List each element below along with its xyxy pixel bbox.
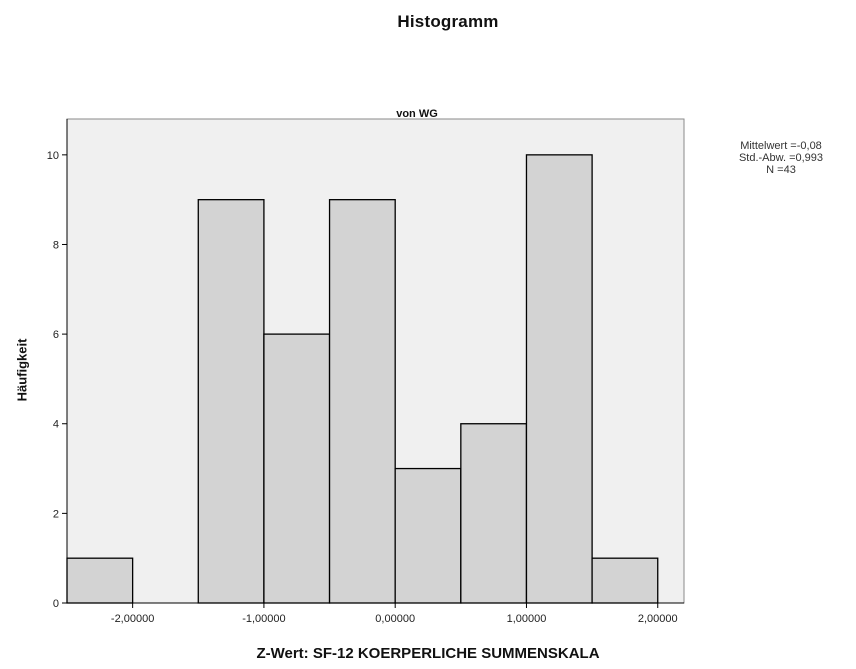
- x-tick-label: -2,00000: [111, 613, 154, 625]
- mean-stat: Mittelwert =-0,08: [740, 140, 822, 152]
- histogram-bar-3: [263, 333, 331, 604]
- y-tick-label: 10: [47, 150, 59, 162]
- y-tick-label: 0: [53, 598, 59, 610]
- x-tick-label: -1,00000: [242, 613, 285, 625]
- histogram-bar-6: [460, 423, 528, 604]
- x-tick-label: 0,00000: [375, 613, 415, 625]
- y-tick-label: 2: [53, 508, 59, 520]
- histogram-bar-2: [197, 199, 265, 604]
- x-tick-label: 1,00000: [507, 613, 547, 625]
- chart-subtitle: von WG: [396, 108, 438, 120]
- y-tick-label: 4: [53, 419, 59, 431]
- histogram-bar-4: [328, 199, 396, 604]
- y-axis-label: Häufigkeit: [14, 338, 30, 402]
- histogram-bar-7: [525, 154, 593, 604]
- x-tick-label: 2,00000: [638, 613, 678, 625]
- chart-title: Histogramm: [397, 12, 499, 31]
- histogram-bar-5: [394, 467, 462, 604]
- sd-stat: Std.-Abw. =0,993: [738, 152, 824, 164]
- statistics-legend: Mittelwert =-0,08 Std.-Abw. =0,993 N =43: [715, 140, 847, 176]
- n-stat: N =43: [766, 164, 796, 176]
- y-tick-label: 8: [53, 239, 59, 251]
- y-tick-label: 6: [53, 329, 59, 341]
- x-axis-label: Z-Wert: SF-12 KOERPERLICHE SUMMENSKALA: [256, 645, 600, 662]
- histogram-bar-0: [66, 557, 134, 604]
- histogram-bar-8: [591, 557, 659, 604]
